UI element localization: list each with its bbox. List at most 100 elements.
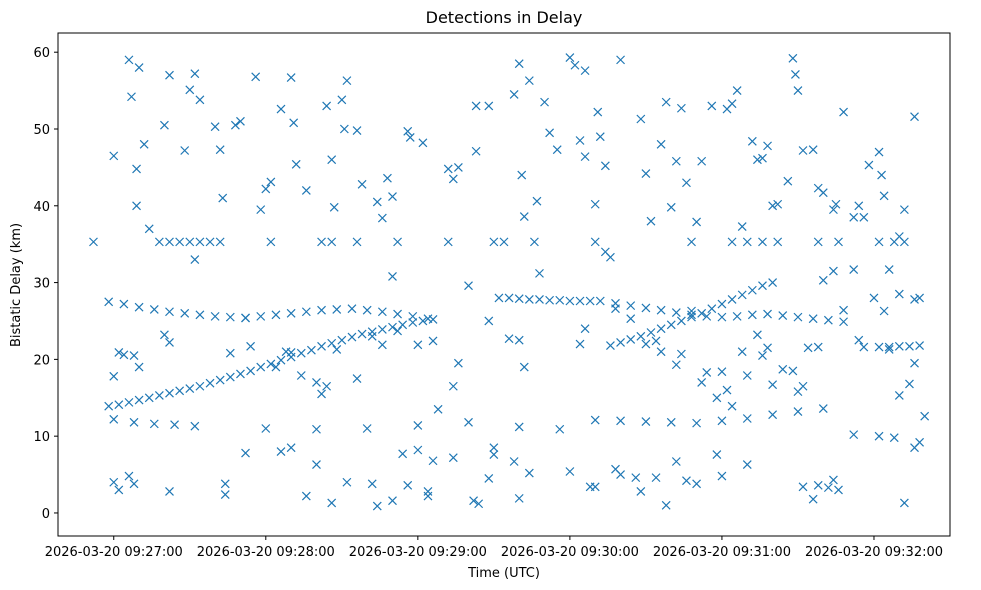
- data-point: [474, 499, 484, 509]
- data-point: [666, 202, 676, 212]
- data-point: [651, 473, 661, 483]
- data-point: [464, 417, 473, 427]
- data-point: [514, 335, 524, 345]
- data-point: [687, 310, 696, 320]
- data-point: [864, 160, 874, 170]
- data-point: [616, 338, 625, 347]
- data-point: [132, 201, 141, 211]
- data-point: [752, 155, 762, 165]
- data-point: [144, 224, 154, 234]
- data-point: [910, 358, 919, 368]
- series-8: [109, 53, 930, 511]
- data-point: [393, 326, 402, 336]
- data-point: [894, 391, 904, 400]
- data-point: [246, 341, 256, 351]
- data-point: [611, 304, 620, 314]
- data-point: [565, 53, 575, 62]
- data-point: [580, 152, 590, 162]
- data-point: [697, 308, 707, 318]
- data-point: [641, 303, 651, 313]
- data-point: [190, 421, 200, 431]
- data-point: [763, 141, 772, 151]
- data-point: [190, 69, 200, 79]
- data-point: [428, 456, 438, 466]
- data-point: [484, 316, 494, 326]
- data-point: [631, 473, 641, 483]
- data-point: [377, 340, 387, 350]
- data-point: [859, 212, 869, 222]
- data-point: [580, 324, 590, 334]
- data-point: [210, 122, 220, 132]
- data-point: [405, 133, 415, 142]
- data-point: [322, 101, 332, 111]
- data-point: [519, 212, 529, 221]
- data-point: [246, 366, 256, 376]
- data-point: [403, 480, 413, 490]
- data-point: [195, 310, 205, 320]
- series-5: [595, 296, 848, 327]
- y-tick-label: 60: [33, 46, 50, 61]
- data-point: [453, 162, 463, 172]
- data-point: [702, 368, 712, 377]
- data-point: [276, 447, 286, 456]
- data-point: [509, 457, 519, 466]
- data-point: [707, 304, 717, 314]
- data-point: [656, 347, 666, 357]
- data-point: [646, 328, 656, 337]
- data-point: [717, 299, 727, 309]
- data-point: [271, 362, 281, 372]
- data-point: [894, 289, 904, 299]
- data-point: [798, 381, 808, 391]
- data-point: [687, 237, 696, 247]
- data-point: [666, 417, 676, 427]
- data-point: [306, 345, 316, 355]
- data-point: [626, 334, 636, 344]
- data-point: [104, 297, 114, 307]
- data-point: [768, 278, 778, 288]
- data-point: [291, 159, 301, 169]
- data-point: [342, 477, 352, 487]
- data-point: [905, 341, 914, 351]
- data-point: [312, 424, 321, 434]
- data-point: [616, 470, 625, 479]
- data-point: [834, 485, 843, 495]
- data-point: [418, 316, 428, 326]
- data-point: [763, 343, 772, 353]
- data-point: [134, 302, 144, 312]
- data-point: [758, 351, 767, 360]
- data-point: [266, 359, 276, 369]
- data-point: [874, 147, 884, 157]
- data-point: [661, 500, 671, 510]
- data-point: [337, 335, 347, 345]
- data-point: [317, 341, 326, 351]
- data-point: [884, 344, 894, 354]
- data-point: [114, 348, 124, 357]
- data-point: [727, 237, 737, 247]
- data-point: [175, 237, 185, 247]
- data-point: [357, 329, 367, 339]
- data-point: [124, 471, 134, 481]
- data-point: [808, 494, 818, 504]
- data-point: [448, 453, 458, 463]
- data-point: [489, 450, 499, 460]
- data-point: [180, 308, 190, 318]
- data-point: [372, 501, 382, 511]
- data-point: [682, 476, 691, 486]
- data-point: [337, 95, 347, 105]
- data-point: [266, 237, 276, 247]
- y-tick-label: 30: [33, 277, 50, 292]
- data-point: [712, 393, 722, 403]
- data-point: [651, 336, 661, 346]
- series-3: [494, 293, 585, 306]
- y-tick-label: 0: [42, 507, 50, 522]
- data-point: [910, 295, 919, 304]
- data-point: [327, 498, 337, 508]
- data-point: [165, 338, 174, 347]
- data-point: [332, 305, 342, 314]
- data-point: [301, 186, 311, 195]
- data-point: [160, 330, 169, 340]
- data-point: [519, 362, 529, 372]
- plot-frame: [57, 32, 951, 537]
- data-point: [109, 151, 119, 161]
